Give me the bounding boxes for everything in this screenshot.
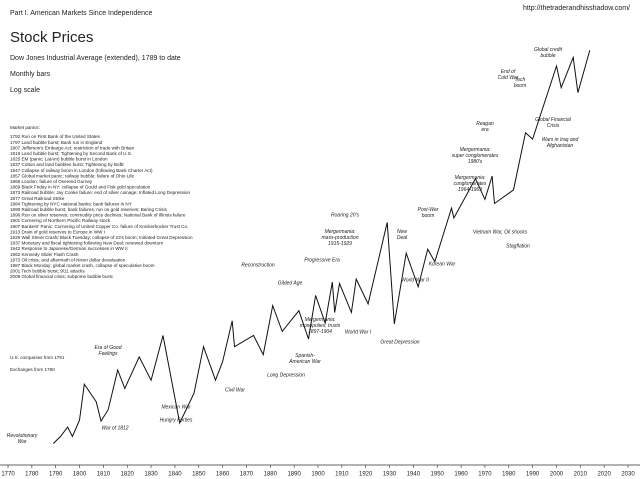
x-tick-label: 1810 — [97, 472, 111, 478]
x-tick-label: 1800 — [73, 472, 87, 478]
annotation: Great Depression — [380, 339, 419, 345]
annotation: Mergermania: monopolies, trusts 1897-1904 — [300, 317, 341, 335]
panic-item: 1884 Tightening by NYC national banks; b… — [10, 201, 132, 206]
x-tick-label: 1920 — [359, 472, 373, 478]
panic-item: 1913 Drain of gold reserves to Europe in… — [10, 229, 105, 234]
annotation: Era of Good Feelings — [95, 345, 122, 357]
annotation: Civil War — [225, 387, 245, 393]
x-tick-label: 1890 — [287, 472, 301, 478]
annotation: Revolutionary War — [7, 433, 38, 445]
annotation: Long Depression — [267, 372, 305, 378]
annotation: Reconstruction — [241, 262, 275, 268]
x-tick-label: 2030 — [621, 472, 635, 478]
x-tick-label: 2020 — [597, 472, 611, 478]
panic-item: 1907 Bankers' Panic: Cornering of United… — [10, 224, 188, 229]
panic-item: 1807 Jefferson's Embargo Act: restrictio… — [10, 145, 135, 150]
note: Log scale — [10, 87, 40, 94]
annotation: Post-War boom — [418, 207, 439, 219]
annotation: War of 1812 — [101, 425, 128, 431]
chart-title: Stock Prices — [10, 29, 93, 46]
annotation: Stagflation — [506, 243, 530, 249]
panic-item: 1825 EM (panic; LatAm) bubble burst in L… — [10, 157, 108, 162]
annotation: Mexican War — [161, 404, 190, 410]
panic-item: 1987 Black Monday; global market crash, … — [10, 263, 155, 268]
x-tick-label: 1830 — [144, 472, 158, 478]
x-tick-label: 1770 — [1, 472, 15, 478]
annotation: Wars in Iraq and Afghanistan — [542, 137, 579, 149]
x-tick-label: 1900 — [311, 472, 325, 478]
panics-title: Market panics: — [10, 125, 40, 130]
panic-item: 1942 Response to Japanese/German success… — [10, 246, 128, 251]
side-note: Exchanges from 1790 — [10, 367, 55, 372]
x-tick-label: 1970 — [478, 472, 492, 478]
panic-item: 1792 Run on First Bank of the United Sta… — [10, 134, 101, 139]
panic-item: 1877 Great Railroad Strike — [10, 196, 65, 201]
panic-item: 1890 Railroad bubble burst, bank failure… — [10, 207, 167, 212]
panic-item: 1962 Kennedy Slide/ Flash Crash — [10, 252, 79, 257]
x-tick-label: 1850 — [192, 472, 206, 478]
note: Monthly bars — [10, 71, 51, 78]
annotation: Korean War — [429, 261, 456, 267]
header: Part I. American Markets Since Independe… — [10, 10, 153, 17]
x-tick-label: 1790 — [49, 472, 63, 478]
x-tick-label: 1910 — [335, 472, 349, 478]
x-tick-label: 2010 — [574, 472, 588, 478]
x-tick-label: 1780 — [25, 472, 39, 478]
panic-item: 1937 Monetary and fiscal tightening foll… — [10, 241, 164, 246]
panic-item: 2001 Tech bubble burst; 9/11 attacks — [10, 269, 85, 274]
source-url: http://thetraderandhisshadow.com/ — [523, 5, 630, 12]
panic-item: 1896 Run on silver reserves; commodity p… — [10, 213, 186, 218]
side-note: U.S. companies from 1791 — [10, 355, 65, 360]
annotation: Tech boom — [514, 77, 527, 89]
annotation: New Deal — [397, 229, 408, 241]
annotation: World War I — [345, 329, 372, 335]
annotation: World War II — [401, 277, 429, 283]
annotation: Mergermania: mass-production 1915-1929 — [322, 229, 359, 247]
annotation: Hungry Forties — [160, 417, 193, 423]
x-tick-label: 1820 — [121, 472, 135, 478]
panic-item: 1973 Oil crisis, and aftermath of Nixon … — [10, 257, 126, 262]
panic-item: 1869 Black Friday in NY: collapse of Gou… — [10, 185, 151, 190]
x-tick-label: 1880 — [264, 472, 278, 478]
panic-item: 1857 Global market panic; railway bubble… — [10, 173, 135, 178]
x-tick-label: 1860 — [216, 472, 230, 478]
x-tick-label: 1940 — [407, 472, 421, 478]
panic-item: 1866 London: failure of Overend Gurney — [10, 179, 93, 184]
annotation: Global Financial Crisis — [535, 117, 572, 129]
x-tick-label: 1960 — [454, 472, 468, 478]
chart-subtitle: Dow Jones Industrial Average (extended),… — [10, 55, 181, 62]
x-tick-label: 2000 — [550, 472, 564, 478]
panic-item: 1797 Land bubble burst; Bank run in Engl… — [10, 140, 103, 145]
annotation: End of Cold War — [498, 69, 519, 81]
panic-item: 1847 Collapse of railway boom in London … — [10, 168, 153, 173]
panic-item: 1819 Land bubble burst; Tightening by Se… — [10, 151, 132, 156]
annotation: Mergermania: conglomerates 1964-1969 — [454, 175, 487, 193]
x-tick-label: 1930 — [383, 472, 397, 478]
x-tick-label: 1990 — [526, 472, 540, 478]
annotation: Mergermania: super conglomerates 1980's — [452, 147, 499, 165]
panic-item: 2009 Global financial crisis; subprime b… — [10, 274, 113, 279]
annotation: Vietnam War, Oil shocks — [473, 229, 528, 235]
panic-item: 1837 Cotton and land bubbles burst; Tigh… — [10, 162, 124, 167]
annotation: Spanish-American War — [288, 353, 321, 365]
annotation: Global credit bubble — [534, 47, 563, 59]
x-tick-label: 1840 — [168, 472, 182, 478]
annotation: Roaring 20's — [331, 212, 359, 218]
panic-item: 1873 Railroad bubble; Jay Cooke failure;… — [10, 190, 190, 195]
x-tick-label: 1980 — [502, 472, 516, 478]
annotation: Gilded Age — [278, 280, 303, 286]
price-line — [52, 50, 591, 444]
x-tick-label: 1870 — [240, 472, 254, 478]
panic-item: 1901 Cornering of Northern Pacific Railw… — [10, 218, 111, 223]
panic-item: 1929 Wall Street Crash/ Black Tuesday; c… — [10, 235, 193, 240]
x-tick-label: 1950 — [431, 472, 445, 478]
annotation: Progressive Era — [304, 257, 340, 263]
annotation: Reagan era — [476, 121, 494, 133]
